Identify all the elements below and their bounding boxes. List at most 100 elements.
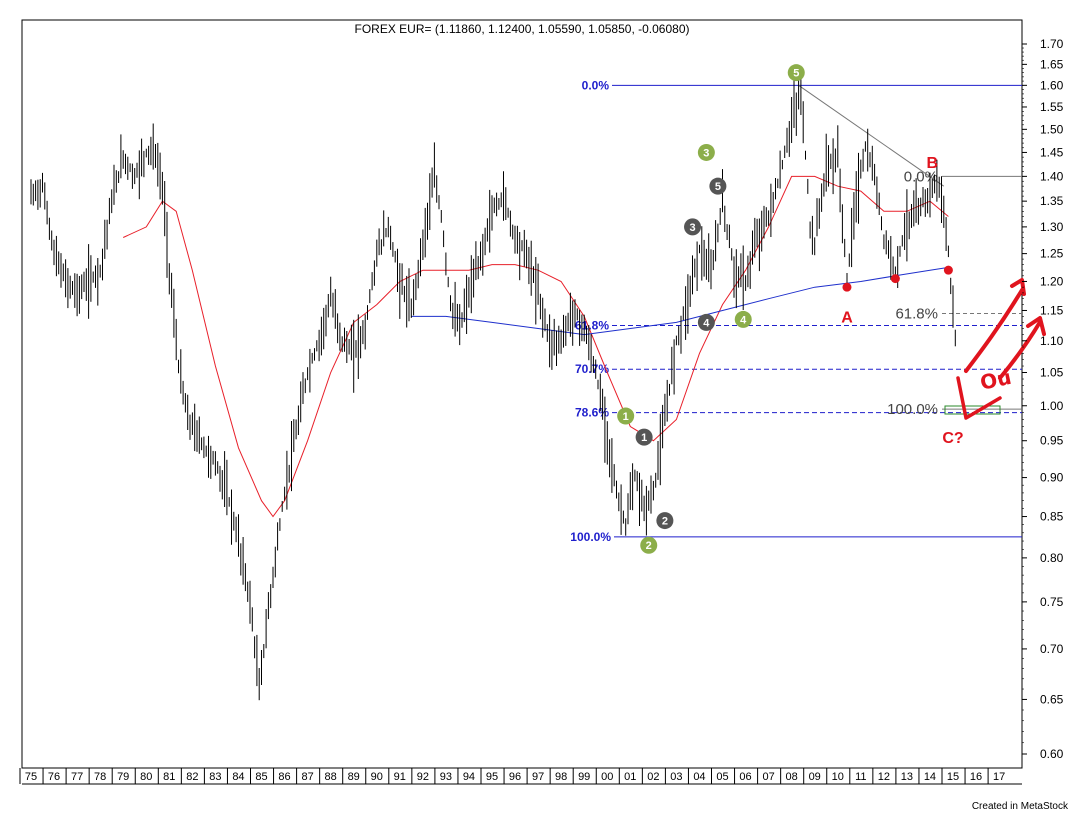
x-tick-label: 97 <box>532 771 544 783</box>
x-tick-label: 81 <box>163 771 175 783</box>
y-tick-label: 1.25 <box>1040 247 1064 261</box>
x-tick-label: 78 <box>94 771 106 783</box>
x-tick-label: 82 <box>186 771 198 783</box>
y-tick-label: 0.95 <box>1040 434 1064 448</box>
pivot-dot <box>842 282 852 292</box>
fib-level-label: 61.8% <box>575 318 609 332</box>
wave-marker-circle <box>656 512 674 530</box>
y-tick-label: 1.10 <box>1040 334 1064 348</box>
x-tick-label: 05 <box>716 771 728 783</box>
moving-average-line <box>411 266 949 336</box>
fib-level-label: 0.0% <box>582 78 610 92</box>
x-tick-label: 83 <box>209 771 221 783</box>
x-tick-label: 14 <box>924 771 936 783</box>
y-tick-label: 1.20 <box>1040 274 1064 288</box>
x-tick-label: 00 <box>601 771 613 783</box>
wave-marker-label: 5 <box>715 181 721 193</box>
x-tick-label: 76 <box>48 771 60 783</box>
wave-marker-label: 1 <box>641 432 647 444</box>
x-tick-label: 02 <box>647 771 659 783</box>
wave-marker-circle <box>635 428 653 446</box>
x-tick-label: 77 <box>71 771 83 783</box>
trendline <box>798 84 945 187</box>
pivot-dot <box>943 265 953 275</box>
wave-marker-label: 5 <box>793 68 799 80</box>
wave-marker-label: 3 <box>703 147 709 159</box>
y-tick-label: 1.15 <box>1040 303 1064 317</box>
fib2-level-label: 0.0% <box>904 168 938 185</box>
x-tick-label: 96 <box>509 771 521 783</box>
x-tick-label: 90 <box>371 771 383 783</box>
x-tick-label: 98 <box>555 771 567 783</box>
x-tick-label: 87 <box>301 771 313 783</box>
x-tick-label: 80 <box>140 771 152 783</box>
x-tick-label: 84 <box>232 771 244 783</box>
y-tick-label: 1.35 <box>1040 194 1064 208</box>
y-tick-label: 1.40 <box>1040 169 1064 183</box>
y-tick-label: 1.00 <box>1040 399 1064 413</box>
fib2-level-label: 100.0% <box>887 401 938 418</box>
y-tick-label: 0.75 <box>1040 595 1064 609</box>
x-tick-label: 01 <box>624 771 636 783</box>
projected-up-arrow-2 <box>998 320 1042 380</box>
x-tick-label: 85 <box>255 771 267 783</box>
y-tick-label: 0.80 <box>1040 551 1064 565</box>
y-tick-label: 1.30 <box>1040 220 1064 234</box>
x-tick-label: 89 <box>348 771 360 783</box>
x-tick-label: 94 <box>463 771 475 783</box>
x-tick-label: 91 <box>394 771 406 783</box>
wave-marker-label: 1 <box>623 411 629 423</box>
wave-marker-circle <box>697 313 715 331</box>
x-tick-label: 92 <box>417 771 429 783</box>
x-tick-label: 13 <box>901 771 913 783</box>
wave-marker-circle <box>697 143 715 161</box>
wave-marker-circle <box>617 407 635 425</box>
wave-marker-label: 4 <box>703 317 710 329</box>
wave-marker-label: 4 <box>740 314 747 326</box>
wave-marker-circle <box>787 64 805 82</box>
arrowhead-2 <box>1026 316 1046 336</box>
x-tick-label: 04 <box>693 771 705 783</box>
y-tick-label: 1.60 <box>1040 78 1064 92</box>
fib2-level-label: 61.8% <box>895 305 938 322</box>
abc-wave-label: A <box>841 309 853 326</box>
wave-marker-circle <box>640 536 658 554</box>
x-tick-label: 06 <box>739 771 751 783</box>
projected-path-stroke <box>956 376 1002 420</box>
wave-marker-circle <box>709 177 727 195</box>
x-tick-label: 75 <box>25 771 37 783</box>
wave-marker-label: 3 <box>689 222 695 234</box>
y-tick-label: 1.45 <box>1040 145 1064 159</box>
y-tick-label: 0.60 <box>1040 747 1064 761</box>
x-tick-label: 86 <box>278 771 290 783</box>
y-tick-label: 0.90 <box>1040 471 1064 485</box>
x-tick-label: 79 <box>117 771 129 783</box>
x-tick-label: 11 <box>855 771 866 783</box>
x-tick-label: 03 <box>670 771 682 783</box>
x-tick-label: 12 <box>878 771 890 783</box>
x-tick-label: 99 <box>578 771 590 783</box>
wave-marker-label: 2 <box>646 540 652 552</box>
x-tick-label: 16 <box>970 771 982 783</box>
x-tick-label: 07 <box>762 771 774 783</box>
y-tick-label: 0.85 <box>1040 510 1064 524</box>
x-tick-label: 17 <box>993 771 1005 783</box>
plot-area-border <box>21 19 1023 769</box>
y-tick-label: 1.50 <box>1040 122 1064 136</box>
x-tick-label: 09 <box>809 771 821 783</box>
y-tick-label: 0.70 <box>1040 642 1064 656</box>
credit-label: Created in MetaStock <box>972 801 1069 812</box>
x-tick-label: 10 <box>832 771 844 783</box>
x-tick-label: 93 <box>440 771 452 783</box>
wave-marker-circle <box>734 310 752 328</box>
arrowhead-1 <box>1010 278 1026 296</box>
x-tick-label: 88 <box>325 771 337 783</box>
abc-wave-label: B <box>926 155 938 172</box>
x-tick-label: 08 <box>786 771 798 783</box>
y-tick-label: 1.55 <box>1040 100 1064 114</box>
fib-level-label: 100.0% <box>570 530 611 544</box>
y-tick-label: 1.65 <box>1040 57 1064 71</box>
x-tick-label: 95 <box>486 771 498 783</box>
